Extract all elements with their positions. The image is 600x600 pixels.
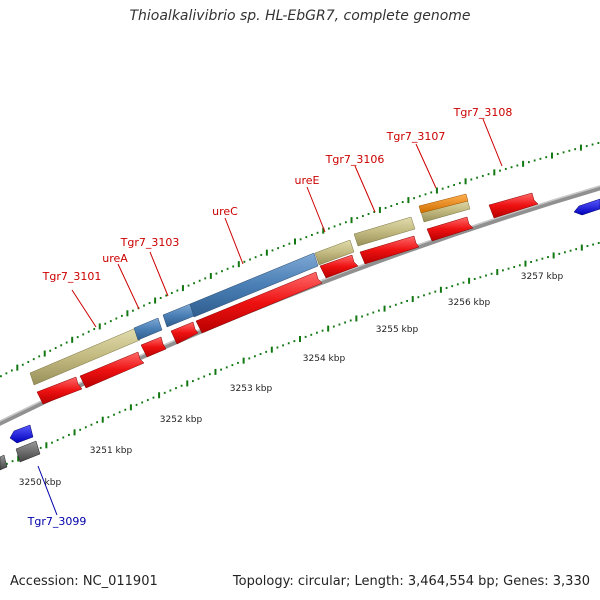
scale-label: 3252 kbp — [160, 415, 203, 425]
cds-arrow-reverse — [9, 424, 34, 444]
cds-arrow — [359, 235, 420, 265]
leader-line — [415, 143, 437, 189]
gene-label: ureA — [102, 252, 128, 265]
scale-label: 3251 kbp — [90, 446, 133, 456]
topology-label: Topology: circular; Length: 3,464,554 bp… — [232, 574, 590, 589]
leader-line — [354, 165, 376, 213]
gene-label: Tgr7_3107 — [386, 130, 446, 143]
leader-line — [482, 118, 503, 167]
feature-khaki — [29, 327, 141, 386]
gene-labels: Tgr7_3101 ureA Tgr7_3103 ureC ureE Tgr7_… — [27, 106, 513, 528]
accession-label: Accession: NC_011901 — [10, 574, 158, 589]
features-layer — [0, 192, 600, 471]
feature-ureC — [189, 252, 319, 318]
gene-label: ureE — [295, 174, 320, 187]
cds-arrow — [140, 336, 167, 358]
leader-lines — [37, 118, 503, 516]
cds-arrow — [195, 271, 323, 334]
leader-line — [37, 465, 58, 516]
cds-arrow — [170, 321, 199, 345]
cds-arrow — [36, 376, 83, 405]
gene-label: Tgr7_3101 — [42, 270, 102, 283]
scale-label: 3257 kbp — [521, 272, 564, 282]
feature-blue — [133, 317, 163, 341]
scale-labels: 3250 kbp 3251 kbp 3252 kbp 3253 kbp 3254… — [19, 272, 564, 488]
gene-label: Tgr7_3103 — [120, 236, 180, 249]
genome-backbone — [0, 185, 600, 426]
feature-khaki — [353, 216, 416, 247]
leader-line — [149, 251, 169, 297]
leader-line — [224, 217, 244, 265]
genome-backbone-highlight — [0, 185, 600, 422]
cds-arrow-reverse — [573, 198, 600, 216]
cds-arrow — [488, 192, 539, 219]
gene-label: Tgr7_3108 — [453, 106, 513, 119]
page-title: Thioalkalivibrio sp. HL-EbGR7, complete … — [129, 8, 471, 24]
scale-label: 3254 kbp — [303, 354, 346, 364]
feature-gray — [0, 454, 8, 471]
leader-line — [71, 289, 97, 328]
feature-orange — [418, 193, 469, 214]
scale-label: 3255 kbp — [376, 325, 419, 335]
cds-arrow — [426, 216, 474, 242]
scale-label: 3250 kbp — [19, 478, 62, 488]
scale-label: 3256 kbp — [448, 298, 491, 308]
cds-arrow — [79, 351, 145, 389]
gene-label: Tgr7_3106 — [325, 153, 385, 166]
gene-label: ureC — [212, 205, 238, 218]
feature-gray — [15, 440, 41, 463]
cds-arrow — [319, 254, 359, 279]
gene-label: Tgr7_3099 — [27, 515, 87, 528]
scale-label: 3253 kbp — [230, 384, 273, 394]
feature-khaki — [314, 239, 355, 266]
leader-line — [117, 263, 140, 310]
leader-line — [306, 186, 326, 233]
tick-rings — [0, 142, 600, 468]
